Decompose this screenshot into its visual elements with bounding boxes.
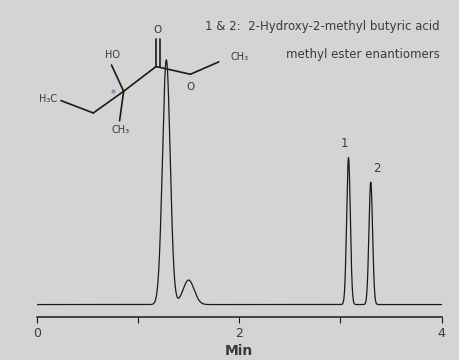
Text: CH₃: CH₃ — [111, 125, 129, 135]
Text: O: O — [186, 82, 194, 92]
Text: HO: HO — [105, 50, 120, 60]
Text: H₃C: H₃C — [39, 94, 57, 104]
Text: 1 & 2:  2-Hydroxy-2-methyl butyric acid: 1 & 2: 2-Hydroxy-2-methyl butyric acid — [205, 20, 439, 33]
Text: CH₃: CH₃ — [230, 52, 248, 62]
Text: O: O — [153, 25, 162, 35]
Text: 2: 2 — [372, 162, 380, 175]
X-axis label: Min: Min — [224, 345, 253, 359]
Text: 1: 1 — [340, 137, 347, 150]
Text: methyl ester enantiomers: methyl ester enantiomers — [285, 48, 439, 60]
